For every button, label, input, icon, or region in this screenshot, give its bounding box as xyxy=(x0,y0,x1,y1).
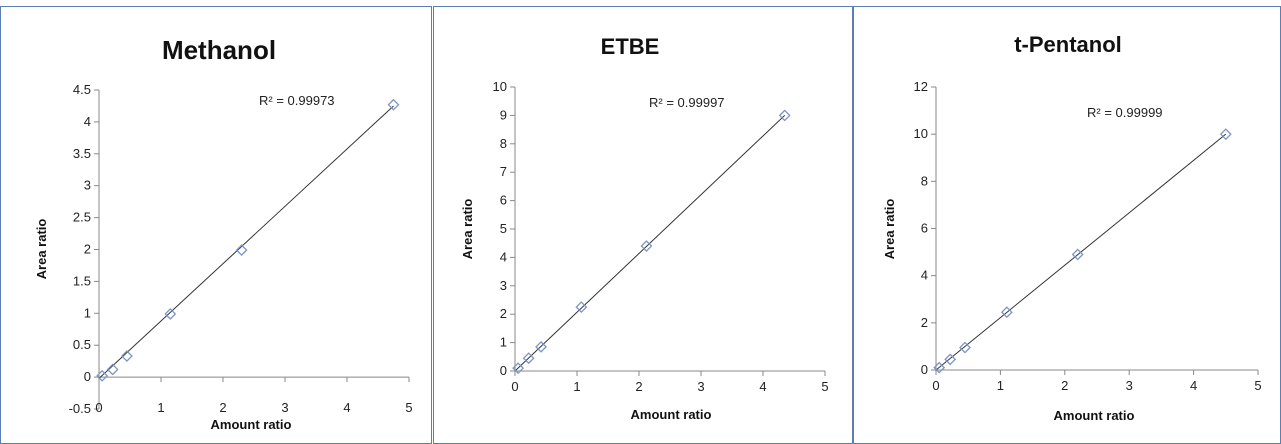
x-tick-label: 3 xyxy=(281,400,288,415)
x-tick-label: 5 xyxy=(1254,378,1261,393)
data-point-marker xyxy=(387,98,400,111)
data-point-marker xyxy=(522,352,535,365)
data-point-marker xyxy=(575,301,588,314)
y-tick-label: 2.5 xyxy=(73,210,91,225)
x-axis-title: Amount ratio xyxy=(1054,408,1135,423)
x-tick-label: 5 xyxy=(821,379,828,394)
x-tick-label: 4 xyxy=(1190,378,1197,393)
y-tick-label: 2 xyxy=(84,242,91,257)
r-squared-label: R² = 0.99973 xyxy=(259,93,335,108)
y-tick-label: 8 xyxy=(921,173,928,188)
y-tick-label: 2 xyxy=(921,315,928,330)
chart-panel-etbe: ETBE 0 1 2 3 4 5 6 7 8 9 10 0 1 2 3 4 5 Amount ratio Area r… xyxy=(433,6,853,444)
y-tick-label: 1.5 xyxy=(73,273,91,288)
x-tick-label: 4 xyxy=(759,379,766,394)
x-tick-label: 4 xyxy=(343,400,350,415)
y-axis-title: Area ratio xyxy=(34,219,49,280)
x-tick-label: 1 xyxy=(157,400,164,415)
y-tick-label: 10 xyxy=(914,126,928,141)
x-tick-label: 5 xyxy=(405,400,412,415)
r-squared-label: R² = 0.99999 xyxy=(1087,105,1163,120)
y-tick-label: 0 xyxy=(500,363,507,378)
y-tick-label: 6 xyxy=(500,193,507,208)
x-axis-title: Amount ratio xyxy=(211,417,292,432)
data-point-marker xyxy=(164,308,177,320)
data-point-marker xyxy=(96,369,109,382)
data-point-marker xyxy=(535,340,547,353)
x-tick-label: 1 xyxy=(997,378,1004,393)
x-tick-label: 2 xyxy=(1061,378,1068,393)
trendline xyxy=(514,115,786,372)
y-tick-label: 3 xyxy=(84,178,91,193)
x-tick-label: 3 xyxy=(1126,378,1133,393)
r-squared-label: R² = 0.99997 xyxy=(649,95,725,110)
data-point-marker xyxy=(1071,248,1084,261)
data-point-marker xyxy=(640,240,653,252)
data-point-marker xyxy=(933,361,946,374)
chart-title: ETBE xyxy=(601,34,660,59)
data-point-marker xyxy=(120,350,133,362)
y-tick-label: 1 xyxy=(500,335,507,350)
x-tick-label: 0 xyxy=(511,379,518,394)
data-point-marker xyxy=(944,353,957,366)
x-tick-label: 2 xyxy=(635,379,642,394)
y-tick-label: 4 xyxy=(921,268,928,283)
y-tick-label: 4 xyxy=(500,249,507,264)
y-tick-label: 10 xyxy=(493,79,507,94)
data-point-marker xyxy=(512,362,525,375)
y-tick-label: 6 xyxy=(921,221,928,236)
y-tick-label: 7 xyxy=(500,164,507,179)
y-axis-title: Area ratio xyxy=(882,199,897,260)
y-axis-title: Area ratio xyxy=(460,199,475,260)
y-tick-label: 9 xyxy=(500,107,507,122)
x-tick-label: 1 xyxy=(573,379,580,394)
trendline xyxy=(98,105,394,379)
data-point-marker xyxy=(235,244,248,257)
y-tick-label: 8 xyxy=(500,136,507,151)
x-tick-label: 0 xyxy=(932,378,939,393)
y-tick-label: 12 xyxy=(914,79,928,94)
y-tick-label: 1 xyxy=(84,305,91,320)
y-tick-label: 0 xyxy=(921,362,928,377)
x-tick-label: 2 xyxy=(219,400,226,415)
data-point-marker xyxy=(1000,306,1013,319)
y-tick-label: 0.5 xyxy=(73,337,91,352)
chart-methanol-svg: Methanol -0.5 0 0.5 1 1.5 2 2.5 3 3.5 4 4.5 0 1 2 3 4 5 Am… xyxy=(34,35,413,432)
y-tick-label: -0.5 xyxy=(69,401,91,416)
y-tick-label: 3 xyxy=(500,278,507,293)
data-point-marker xyxy=(1219,128,1232,141)
y-tick-label: 0 xyxy=(84,369,91,384)
chart-title: t-Pentanol xyxy=(1014,32,1122,57)
x-axis-title: Amount ratio xyxy=(631,407,712,422)
y-tick-label: 4.5 xyxy=(73,82,91,97)
data-point-marker xyxy=(106,363,119,376)
chart-title: Methanol xyxy=(162,35,276,65)
chart-panel-methanol: Methanol -0.5 0 0.5 1 1.5 2 2.5 3 3.5 4 4.5 0 1 2 3 4 5 Am… xyxy=(0,6,432,444)
chart-etbe-svg: ETBE 0 1 2 3 4 5 6 7 8 9 10 0 1 2 3 4 5 Amount ratio Area r… xyxy=(460,34,829,422)
x-tick-label: 3 xyxy=(697,379,704,394)
chart-panel-t-pentanol: t-Pentanol 0 2 4 6 8 10 12 0 1 2 3 4 5 Amount ratio Are… xyxy=(853,6,1281,444)
y-tick-label: 5 xyxy=(500,221,507,236)
y-tick-label: 4 xyxy=(84,114,91,129)
y-tick-label: 3.5 xyxy=(73,146,91,161)
data-point-marker xyxy=(959,341,971,354)
x-tick-label: 0 xyxy=(95,400,102,415)
y-tick-label: 2 xyxy=(500,306,507,321)
data-point-marker xyxy=(778,109,791,122)
